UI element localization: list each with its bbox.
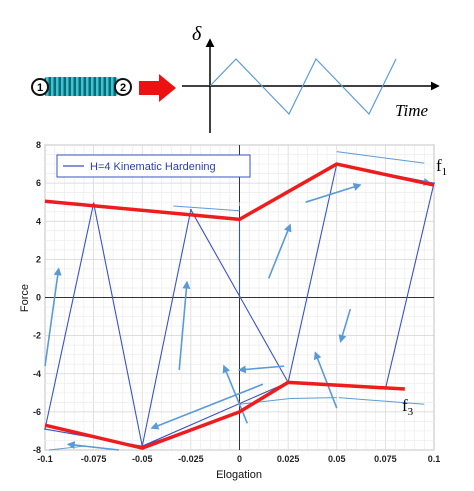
chart: -0.1 -0.075 -0.05 -0.025 0 0.025 0.05 0.075 0.1 … [19, 140, 447, 481]
guide-line [48, 445, 84, 451]
time-label: Time [395, 101, 429, 120]
x-tick-label: -0.025 [178, 454, 204, 464]
bounds-layer [44, 162, 435, 450]
y-tick-label: 4 [36, 216, 41, 226]
legend: H=4 Kinematic Hardening [56, 154, 251, 178]
guide-line [336, 151, 425, 164]
legend-box [56, 154, 251, 178]
guide-line [338, 397, 425, 405]
x-tick-labels: -0.1 -0.075 -0.05 -0.025 0 0.025 0.05 0.075 0.1 [37, 454, 440, 464]
node-1-label: 1 [37, 82, 43, 94]
direction-arrow-icon [150, 383, 264, 430]
red-arrow-icon [139, 74, 176, 102]
triangle-wave [209, 57, 397, 116]
y-tick-labels: 8 6 4 2 0 -2 -4 -6 -8 [33, 140, 41, 455]
y-tick-label: 8 [36, 140, 41, 150]
y-tick-label: 6 [36, 178, 41, 188]
direction-arrow-icon [305, 183, 362, 203]
direction-arrow-icon [267, 223, 292, 279]
y-axis-label: Force [19, 284, 31, 312]
series-point [190, 209, 192, 211]
x-axis-label: Elogation [216, 469, 262, 481]
series-point [44, 428, 46, 430]
x-tick-label: -0.1 [37, 454, 53, 464]
spring-element: 1 2 [31, 77, 132, 96]
direction-arrow-icon [237, 365, 285, 374]
guide-line [239, 398, 291, 405]
bound-f3-line [44, 380, 405, 450]
series-point [92, 202, 95, 204]
f3-annotation: f3 [402, 396, 414, 418]
legend-label: H=4 Kinematic Hardening [90, 161, 216, 173]
x-tick-label: 0.1 [428, 454, 441, 464]
bound-f1-line [44, 162, 435, 222]
y-tick-label: -4 [33, 369, 41, 379]
y-tick-label: -8 [33, 445, 41, 455]
node-2-label: 2 [120, 82, 126, 94]
node-1: 1 [31, 78, 49, 96]
x-tick-label: 0 [237, 454, 242, 464]
direction-arrow-icon [178, 280, 191, 371]
direction-arrow-icon [66, 441, 119, 451]
direction-arrow-icon [338, 308, 352, 343]
spring-coil [44, 77, 118, 96]
displacement-time-inset: δ Time [182, 23, 440, 133]
y-tick-label: 2 [36, 254, 41, 264]
x-tick-label: -0.075 [81, 454, 107, 464]
direction-arrow-icon [313, 351, 338, 409]
x-tick-label: 0.05 [328, 454, 346, 464]
y-tick-label: -2 [33, 331, 41, 341]
guide-line [173, 205, 240, 212]
y-tick-label: -6 [33, 407, 41, 417]
direction-arrow-icon [44, 267, 62, 367]
y-tick-label: 0 [36, 293, 41, 303]
guide-line [290, 397, 337, 400]
node-2: 2 [114, 78, 132, 96]
series-point [238, 296, 241, 299]
f1-annotation: f1 [436, 156, 447, 178]
delta-symbol: δ [192, 23, 202, 45]
x-tick-label: -0.05 [132, 454, 153, 464]
x-tick-label: 0.075 [374, 454, 397, 464]
x-tick-label: 0.025 [277, 454, 300, 464]
